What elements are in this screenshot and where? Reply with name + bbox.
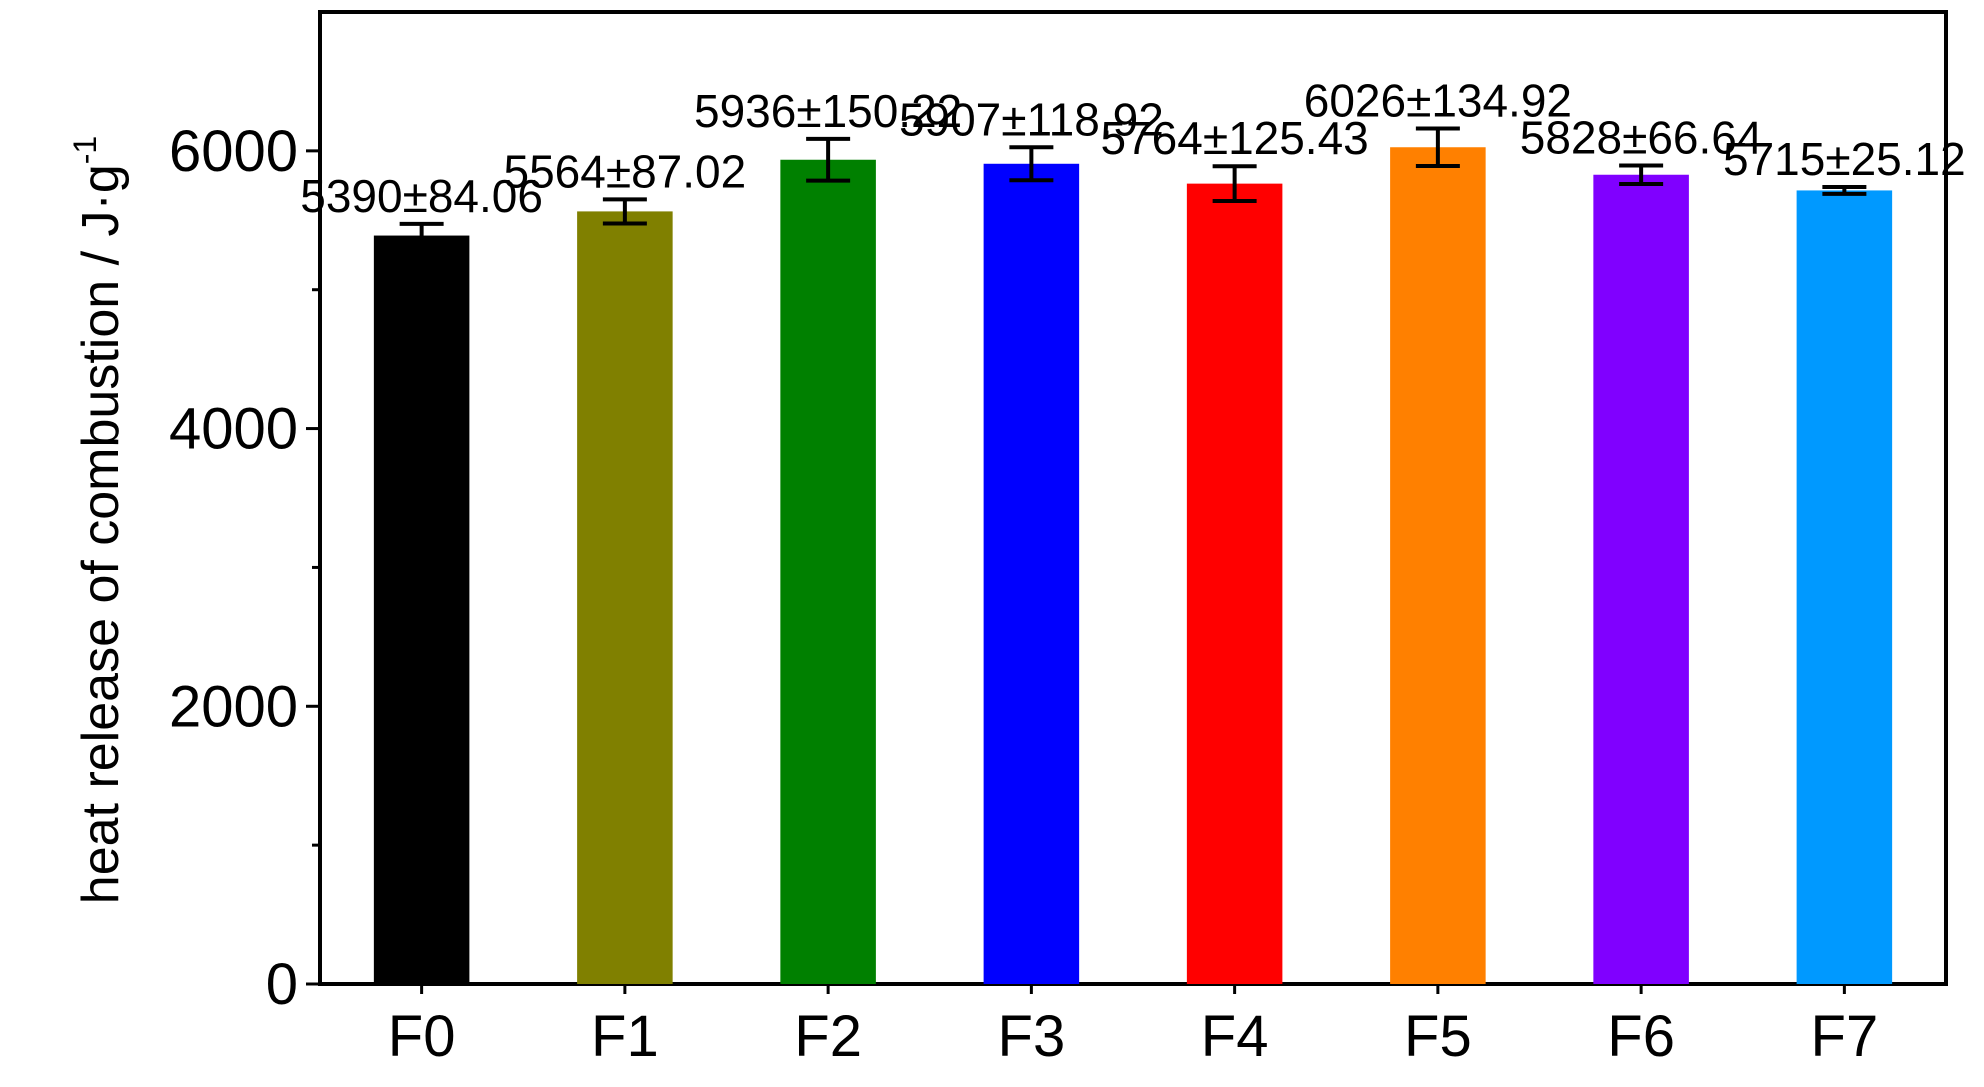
x-tick-label-f1: F1	[591, 1004, 659, 1069]
error-bar-f0	[399, 221, 444, 250]
y-axis: 0 2000 4000 6000	[169, 119, 320, 1017]
x-tick-label-f4: F4	[1201, 1004, 1269, 1069]
data-label-f7: 5715±25.12	[1723, 133, 1966, 185]
bar-f4	[1186, 183, 1283, 984]
data-label-f3: 5907±118.92	[899, 93, 1164, 145]
plot-frame	[318, 10, 1948, 986]
data-label-f4: 5764±125.43	[1100, 112, 1368, 164]
bars-layer	[373, 147, 1893, 985]
y-axis-title-text: heat release of combustion / J·g	[72, 164, 130, 904]
x-tick-label-f3: F3	[998, 1004, 1066, 1069]
bar-f1	[577, 211, 673, 984]
x-tick-label-f2: F2	[794, 1004, 862, 1069]
error-bar-f5	[1415, 126, 1460, 168]
data-label-f0: 5390±84.06	[300, 170, 543, 222]
bar-f0	[373, 235, 470, 984]
error-bar-f3	[1009, 145, 1054, 183]
bar-f2	[780, 159, 876, 984]
x-axis: F0 F1 F2 F3 F4 F5 F6 F7	[388, 984, 1878, 1069]
error-bar-f7	[1822, 184, 1867, 196]
y-axis-title-superscript: -1	[67, 136, 103, 164]
y-tick-label-4000: 4000	[169, 397, 298, 462]
error-bar-f2	[806, 136, 851, 183]
bar-f3	[983, 163, 1080, 984]
bar-f6	[1593, 174, 1689, 984]
data-label-f6: 5828±66.64	[1520, 112, 1763, 164]
x-tick-label-f6: F6	[1607, 1004, 1675, 1069]
error-bar-f4	[1212, 164, 1257, 204]
error-bars-layer	[399, 126, 1867, 250]
bar-f5	[1390, 147, 1486, 985]
x-tick-label-f0: F0	[388, 1004, 456, 1069]
error-bar-f1	[602, 197, 647, 226]
y-axis-title: heat release of combustion / J·g-1	[67, 136, 130, 904]
data-label-f1: 5564±87.02	[504, 145, 747, 197]
data-label-f2: 5936±150.22	[694, 85, 962, 137]
x-tick-label-f7: F7	[1811, 1004, 1879, 1069]
bar-f7	[1796, 190, 1893, 985]
x-tick-label-f5: F5	[1404, 1004, 1472, 1069]
error-bar-f6	[1619, 163, 1664, 186]
y-tick-label-0: 0	[266, 952, 298, 1017]
data-label-f5: 6026±134.92	[1304, 75, 1572, 127]
y-tick-label-2000: 2000	[169, 674, 298, 739]
y-tick-label-6000: 6000	[169, 119, 298, 184]
